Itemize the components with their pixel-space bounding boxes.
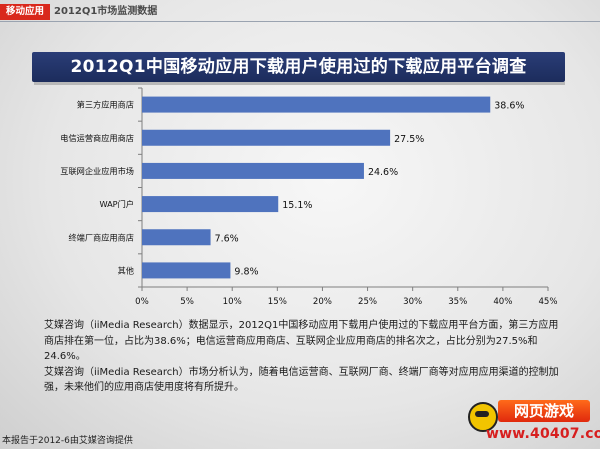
- value-label: 15.1%: [282, 200, 312, 211]
- watermark-logo: 网页游戏 www.40407.com: [468, 388, 600, 448]
- category-label: 终端厂商应用商店: [68, 232, 134, 242]
- value-label: 27.5%: [394, 134, 424, 145]
- analysis-text: 艾媒咨询（iiMedia Research）数据显示，2012Q1中国移动应用下…: [44, 318, 564, 396]
- category-label: WAP门户: [99, 199, 134, 209]
- footer-note: 本报告于2012-6由艾媒咨询提供: [2, 436, 133, 446]
- value-label: 9.8%: [234, 266, 258, 277]
- x-tick-label: 15%: [268, 297, 287, 307]
- bar-chart: 0% 5% 10% 15% 20% 25% 30% 35% 40% 45% 第三方应用商店 38.6…: [60, 87, 558, 307]
- category-label: 第三方应用商店: [77, 100, 134, 110]
- x-tick-label: 45%: [538, 297, 557, 307]
- x-tick-label: 35%: [448, 297, 467, 307]
- value-label: 7.6%: [215, 233, 239, 244]
- x-tick-label: 0%: [135, 297, 149, 307]
- x-tick-label: 40%: [493, 297, 512, 307]
- header: 移动应用 2012Q1市场监测数据: [0, 0, 600, 22]
- watermark-url: www.40407.com: [486, 426, 600, 442]
- x-tick-label: 10%: [223, 297, 242, 307]
- mascot-icon: [468, 402, 498, 432]
- mascot-glasses-icon: [475, 411, 489, 417]
- bar: [142, 196, 279, 213]
- category-label: 互联网企业应用市场: [60, 166, 134, 176]
- bar: [142, 96, 491, 113]
- x-tick-label: 5%: [180, 297, 194, 307]
- section-subtitle: 2012Q1市场监测数据: [54, 6, 158, 17]
- value-label: 24.6%: [368, 167, 398, 178]
- bar: [142, 162, 364, 179]
- bar: [142, 229, 211, 246]
- x-tick-label: 25%: [358, 297, 377, 307]
- x-tick-label: 30%: [403, 297, 422, 307]
- watermark-title: 网页游戏: [498, 400, 590, 422]
- header-divider: [0, 21, 600, 22]
- category-label: 电信运营商应用商店: [60, 133, 134, 143]
- section-tag: 移动应用: [0, 4, 50, 20]
- category-label: 其他: [118, 265, 134, 275]
- chart-title: 2012Q1中国移动应用下载用户使用过的下载应用平台调查: [32, 52, 565, 82]
- analysis-paragraph-1: 艾媒咨询（iiMedia Research）数据显示，2012Q1中国移动应用下…: [44, 320, 559, 362]
- title-shadow: [34, 82, 565, 85]
- analysis-paragraph-2: 艾媒咨询（iiMedia Research）市场分析认为，随着电信运营商、互联网…: [44, 366, 559, 394]
- bar: [142, 262, 231, 279]
- bar: [142, 129, 391, 146]
- value-label: 38.6%: [494, 101, 524, 112]
- x-tick-label: 20%: [313, 297, 332, 307]
